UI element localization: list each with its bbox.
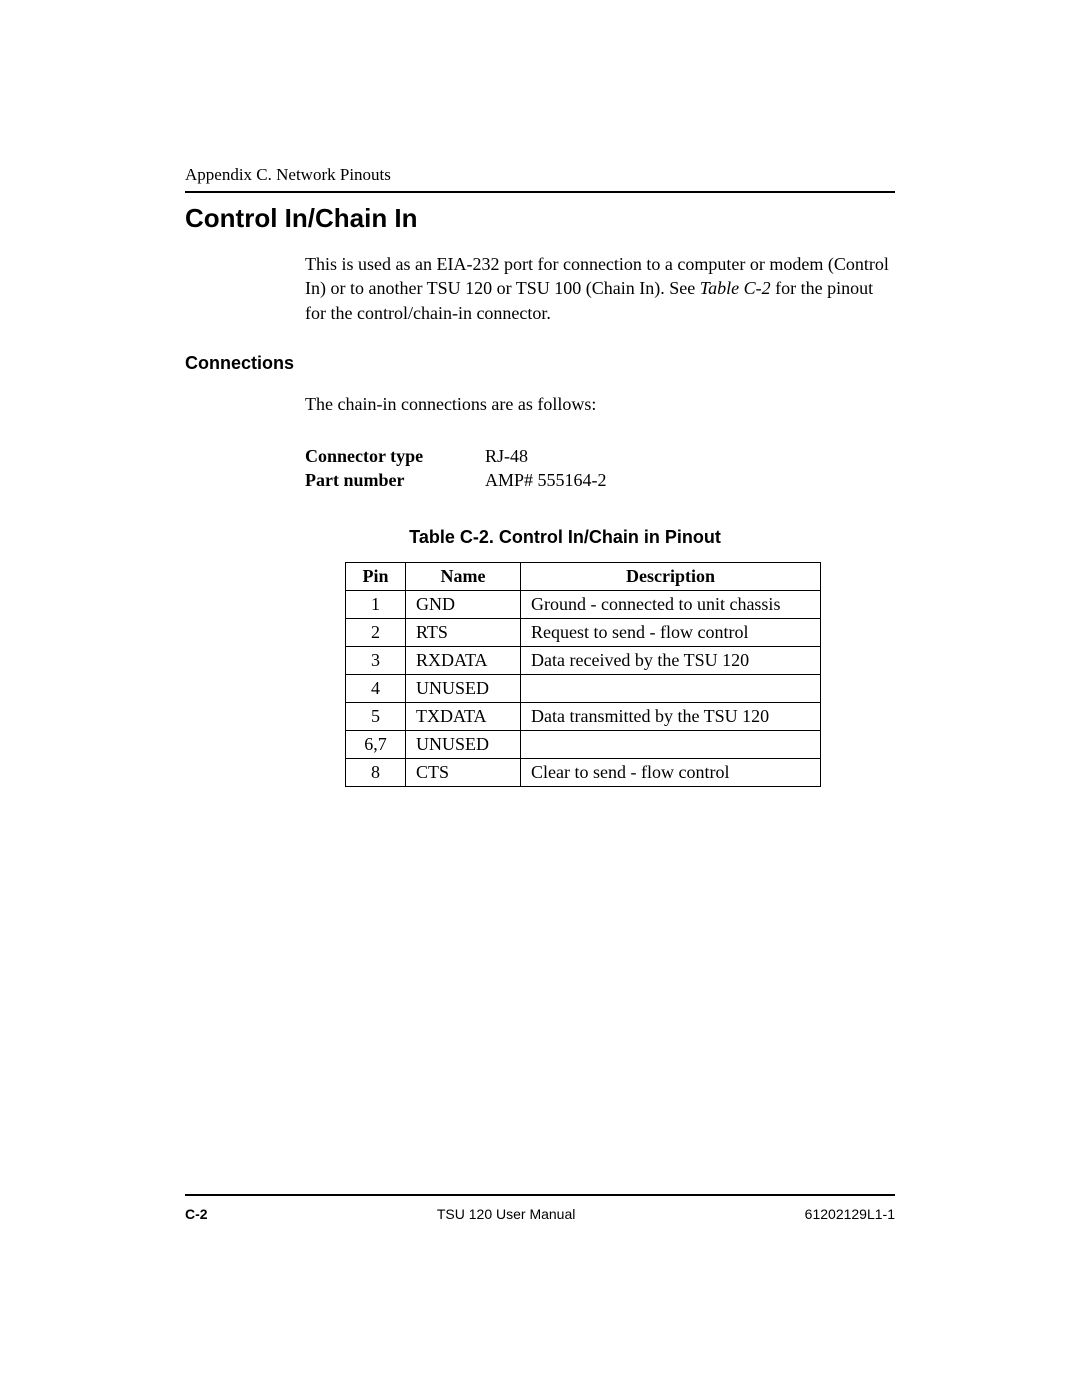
table-row: 1 GND Ground - connected to unit chassis (346, 590, 821, 618)
connection-row: Part number AMP# 555164-2 (305, 468, 895, 492)
footer-page-number: C-2 (185, 1206, 208, 1222)
cell-name: CTS (406, 758, 521, 786)
intro-table-ref: Table C-2 (700, 278, 771, 298)
connections-lead: The chain-in connections are as follows: (305, 392, 895, 416)
header-rule (185, 191, 895, 193)
footer-manual-title: TSU 120 User Manual (437, 1206, 576, 1222)
cell-name: UNUSED (406, 730, 521, 758)
cell-pin: 5 (346, 702, 406, 730)
cell-pin: 4 (346, 674, 406, 702)
cell-name: RXDATA (406, 646, 521, 674)
intro-paragraph: This is used as an EIA-232 port for conn… (305, 252, 895, 325)
page-footer: C-2 TSU 120 User Manual 61202129L1-1 (185, 1194, 895, 1222)
col-pin: Pin (346, 562, 406, 590)
table-row: 4 UNUSED (346, 674, 821, 702)
cell-desc: Request to send - flow control (521, 618, 821, 646)
table-row: 5 TXDATA Data transmitted by the TSU 120 (346, 702, 821, 730)
table-header-row: Pin Name Description (346, 562, 821, 590)
cell-pin: 6,7 (346, 730, 406, 758)
connection-value: AMP# 555164-2 (485, 468, 607, 492)
connections-heading: Connections (185, 353, 895, 374)
cell-desc: Data received by the TSU 120 (521, 646, 821, 674)
page-header-text: Appendix C. Network Pinouts (185, 165, 895, 185)
connections-list: Connector type RJ-48 Part number AMP# 55… (305, 444, 895, 493)
footer-doc-number: 61202129L1-1 (805, 1206, 895, 1222)
cell-pin: 2 (346, 618, 406, 646)
col-description: Description (521, 562, 821, 590)
cell-name: GND (406, 590, 521, 618)
cell-desc: Clear to send - flow control (521, 758, 821, 786)
pinout-table: Pin Name Description 1 GND Ground - conn… (345, 562, 821, 787)
cell-pin: 3 (346, 646, 406, 674)
cell-pin: 8 (346, 758, 406, 786)
table-row: 3 RXDATA Data received by the TSU 120 (346, 646, 821, 674)
table-caption: Table C-2. Control In/Chain in Pinout (235, 527, 895, 548)
cell-desc: Data transmitted by the TSU 120 (521, 702, 821, 730)
connection-label: Part number (305, 468, 485, 492)
cell-desc: Ground - connected to unit chassis (521, 590, 821, 618)
cell-name: TXDATA (406, 702, 521, 730)
footer-rule (185, 1194, 895, 1196)
cell-desc (521, 674, 821, 702)
connection-row: Connector type RJ-48 (305, 444, 895, 468)
connection-value: RJ-48 (485, 444, 528, 468)
table-row: 6,7 UNUSED (346, 730, 821, 758)
table-row: 2 RTS Request to send - flow control (346, 618, 821, 646)
cell-name: UNUSED (406, 674, 521, 702)
cell-name: RTS (406, 618, 521, 646)
section-title: Control In/Chain In (185, 203, 895, 234)
connection-label: Connector type (305, 444, 485, 468)
table-row: 8 CTS Clear to send - flow control (346, 758, 821, 786)
col-name: Name (406, 562, 521, 590)
cell-desc (521, 730, 821, 758)
cell-pin: 1 (346, 590, 406, 618)
